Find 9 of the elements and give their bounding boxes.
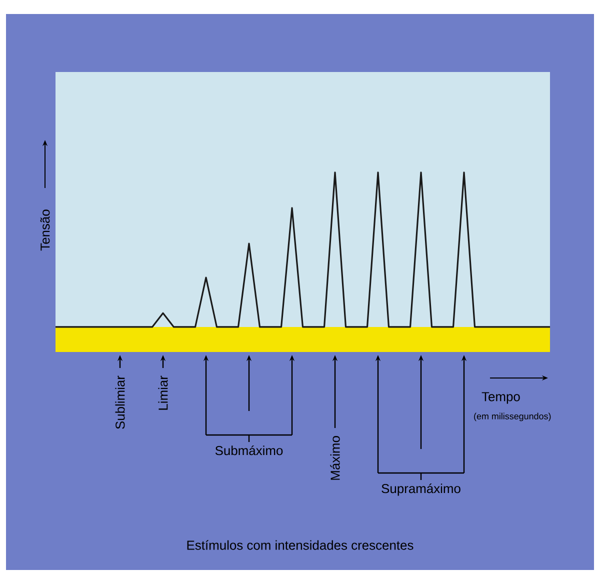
text: (em milissegundos) bbox=[474, 412, 551, 422]
text: Sublimiar bbox=[115, 376, 125, 429]
text: Máximo bbox=[330, 436, 340, 480]
text: Limiar bbox=[158, 376, 168, 410]
text: Submáximo bbox=[215, 446, 283, 456]
y-axis-title: Tensão bbox=[40, 210, 50, 251]
text: Supramáximo bbox=[382, 484, 460, 496]
text: Estímulos com intensidades crescentes bbox=[187, 540, 414, 550]
text: Tempo bbox=[482, 392, 520, 404]
